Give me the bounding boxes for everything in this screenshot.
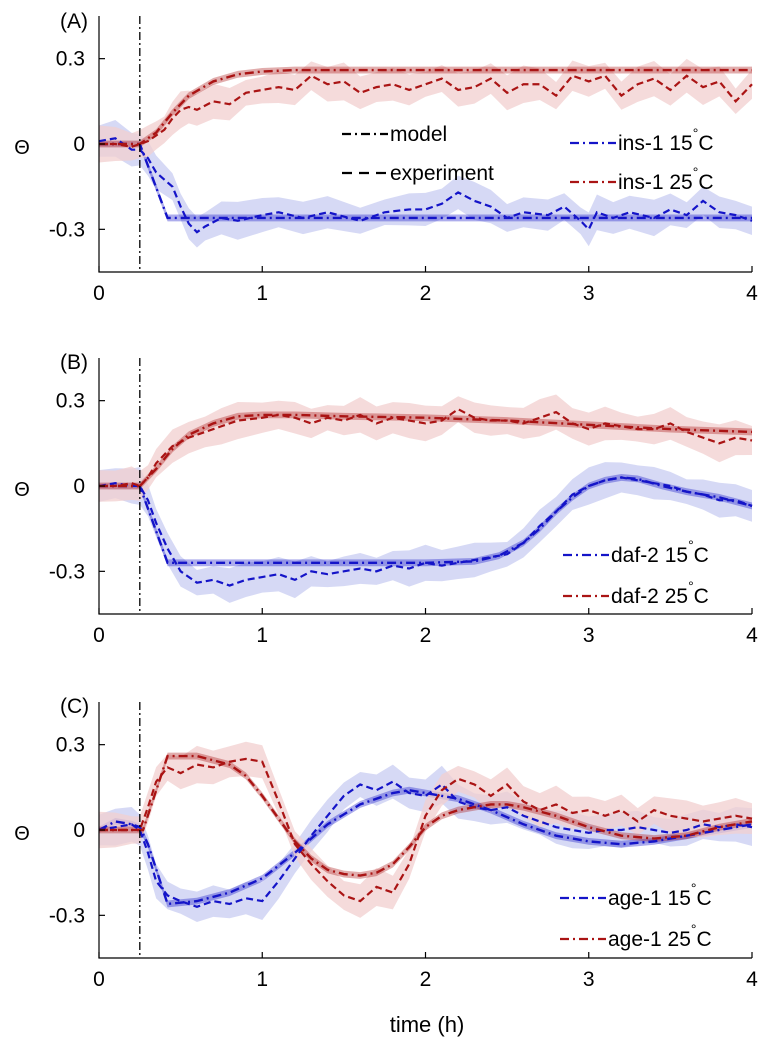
legend-label-main: age-1 15 [608, 887, 691, 910]
experiment-line [98, 780, 753, 908]
x-tick-label: 3 [583, 282, 595, 305]
model-line [99, 68, 752, 146]
panel-c-ylabel: Θ [14, 823, 30, 845]
panel-a-bands [99, 58, 752, 248]
legend-label-unit: C [694, 585, 709, 608]
x-tick-label: 2 [420, 968, 432, 991]
legend-label-main: age-1 25 [608, 928, 691, 951]
x-tick-label: 1 [256, 624, 268, 647]
panel-b: 0 1 2 3 4-0.300.3 (B) Θ daf-2 15°C daf-2 25°… [14, 351, 758, 647]
legend-label-degree: ° [691, 880, 697, 896]
panel-b-label: (B) [60, 351, 88, 374]
model-line [99, 413, 753, 488]
legend-label-degree: ° [693, 125, 699, 141]
legend-label-main: daf-2 25 [611, 585, 688, 608]
experiment-line [99, 407, 753, 488]
panel-a-legend: ins-1 15°C ins-1 25°C [570, 125, 714, 194]
x-tick-label: 2 [420, 282, 432, 305]
y-tick-label: -0.3 [49, 560, 85, 583]
panel-c: 0 1 2 3 4-0.300.3 (C) Θ age-1 15°C age-1 25°… [14, 695, 758, 1037]
legend-label-unit: C [697, 928, 712, 951]
x-tick-label: 2 [420, 624, 432, 647]
legend-entry: daf-2 15°C [563, 537, 709, 567]
x-tick-label: 0 [93, 624, 105, 647]
legend-label-degree: ° [693, 164, 699, 180]
x-tick-label: 4 [746, 968, 758, 991]
panel-a-ylabel: Θ [14, 137, 30, 159]
y-tick-label: -0.3 [49, 218, 85, 241]
experiment-line [99, 74, 753, 148]
experiment-band [99, 394, 752, 502]
x-tick-label: 3 [583, 968, 595, 991]
svg-text:ins-1 25°C: ins-1 25°C [618, 164, 714, 194]
y-tick-label: 0 [73, 819, 85, 842]
legend-entry: ins-1 25°C [570, 164, 714, 194]
panel-b-ylabel: Θ [14, 479, 30, 501]
model-band [99, 786, 752, 908]
panel-c-lines [98, 754, 753, 908]
panel-c-legend: age-1 15°C age-1 25°C [560, 880, 712, 951]
legend-label-degree: ° [688, 537, 694, 553]
legend-label-unit: C [698, 132, 713, 155]
legend-entry: age-1 15°C [560, 880, 712, 910]
panel-b-ticks: 0 1 2 3 4 -0.3 0 0.3 [49, 390, 758, 647]
x-tick-label: 1 [256, 282, 268, 305]
x-axis-label: time (h) [390, 1012, 465, 1037]
experiment-line [99, 757, 753, 903]
y-tick-label: 0.3 [56, 734, 85, 757]
model-line [99, 754, 753, 877]
experiment-band [99, 58, 752, 163]
style-legend-model-label: model [390, 123, 447, 146]
legend-label-unit: C [697, 887, 712, 910]
experiment-band [99, 764, 752, 923]
legend-entry: age-1 25°C [560, 921, 712, 951]
experiment-line [98, 137, 753, 234]
model-line [99, 476, 753, 564]
svg-text:age-1 15°C: age-1 15°C [608, 880, 712, 910]
panel-b-legend: daf-2 15°C daf-2 25°C [563, 537, 709, 608]
panel-b-lines [98, 407, 753, 587]
model-line [98, 788, 753, 906]
svg-text:age-1 25°C: age-1 25°C [608, 921, 712, 951]
panel-a: 0 1 2 3 4 -0.3 0 0.3 (A) Θ model experiment ins… [14, 10, 758, 305]
legend-label-degree: ° [691, 921, 697, 937]
legend-label-main: daf-2 15 [611, 544, 688, 567]
x-tick-label: 1 [256, 968, 268, 991]
experiment-band [99, 119, 752, 248]
legend-label-degree: ° [688, 578, 694, 594]
legend-label-unit: C [694, 544, 709, 567]
panel-b-bands [99, 394, 752, 603]
y-tick-label: 0 [73, 133, 85, 156]
panel-a-label: (A) [60, 10, 88, 33]
panel-c-label: (C) [60, 695, 89, 718]
svg-text:daf-2 25°C: daf-2 25°C [611, 578, 709, 608]
panel-a-lines [98, 68, 753, 234]
y-tick-label: 0.3 [56, 390, 85, 413]
x-tick-label: 3 [583, 624, 595, 647]
legend-label-main: ins-1 15 [618, 132, 693, 155]
panel-a-ticks: 0 1 2 3 4 -0.3 0 0.3 [49, 48, 758, 305]
x-tick-label: 4 [746, 282, 758, 305]
x-tick-label: 0 [93, 282, 105, 305]
x-tick-label: 0 [93, 968, 105, 991]
experiment-band [99, 741, 752, 918]
style-legend: model experiment [342, 123, 494, 185]
legend-label-unit: C [698, 171, 713, 194]
y-tick-label: -0.3 [49, 904, 85, 927]
style-legend-experiment-label: experiment [390, 162, 494, 185]
x-tick-label: 4 [746, 624, 758, 647]
model-band [99, 752, 752, 879]
legend-entry: ins-1 15°C [570, 125, 714, 155]
experiment-band [99, 462, 752, 603]
legend-label-main: ins-1 25 [618, 171, 693, 194]
svg-text:daf-2 15°C: daf-2 15°C [611, 537, 709, 567]
svg-text:ins-1 15°C: ins-1 15°C [618, 125, 714, 155]
y-tick-label: 0 [73, 475, 85, 498]
legend-entry: daf-2 25°C [563, 578, 709, 608]
panel-c-bands [99, 741, 752, 923]
panel-c-ticks: 0 1 2 3 4 -0.3 0 0.3 [49, 734, 758, 991]
y-tick-label: 0.3 [56, 48, 85, 71]
experiment-line [98, 476, 753, 587]
